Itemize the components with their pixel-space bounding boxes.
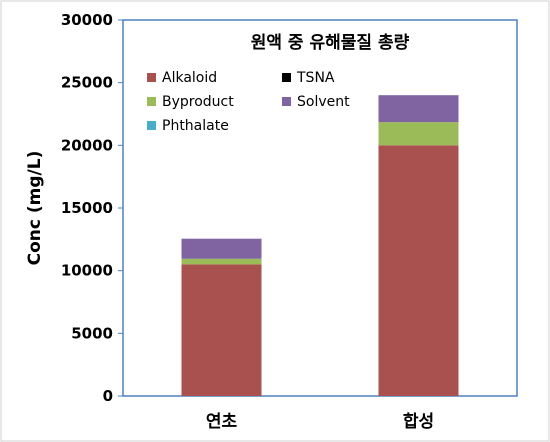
x-axis: 연초 합성 bbox=[206, 411, 434, 432]
legend-label-alkaloid: Alkaloid bbox=[162, 70, 217, 86]
y-tick-label: 10000 bbox=[61, 262, 113, 280]
legend-swatch-alkaloid bbox=[147, 73, 156, 82]
legend-swatch-byproduct bbox=[147, 97, 156, 106]
bar-segment-alkaloid bbox=[378, 145, 459, 396]
y-tick-label: 25000 bbox=[61, 74, 113, 92]
y-tick-label: 0 bbox=[103, 387, 113, 405]
bars bbox=[181, 95, 459, 396]
legend-label-byproduct: Byproduct bbox=[162, 94, 234, 110]
bar-segment-solvent bbox=[181, 238, 262, 259]
legend-swatch-solvent bbox=[282, 97, 291, 106]
y-tick-label: 5000 bbox=[71, 324, 113, 342]
y-tick-label: 20000 bbox=[61, 136, 113, 154]
bar-segment-byproduct bbox=[378, 122, 459, 146]
legend-swatch-phthalate bbox=[147, 121, 156, 130]
chart-title: 원액 중 유해물질 총량 bbox=[251, 32, 410, 53]
x-category-label: 연초 bbox=[206, 412, 238, 432]
legend-label-phthalate: Phthalate bbox=[162, 118, 229, 134]
legend-label-tsna: TSNA bbox=[296, 70, 335, 86]
bar-segment-byproduct bbox=[181, 258, 262, 265]
legend-label-solvent: Solvent bbox=[297, 94, 350, 110]
legend-swatch-tsna bbox=[282, 73, 291, 82]
y-tick-label: 30000 bbox=[61, 11, 113, 29]
bar-segment-alkaloid bbox=[181, 264, 262, 396]
bar-segment-solvent bbox=[378, 95, 459, 123]
y-axis-label: Conc (mg/L) bbox=[25, 151, 45, 266]
x-category-label: 합성 bbox=[403, 411, 434, 432]
y-tick-label: 15000 bbox=[61, 199, 113, 217]
y-axis: 0 5000 10000 15000 20000 25000 30000 bbox=[61, 11, 123, 405]
legend: Alkaloid TSNA Byproduct Solvent Phthalate bbox=[147, 70, 350, 134]
